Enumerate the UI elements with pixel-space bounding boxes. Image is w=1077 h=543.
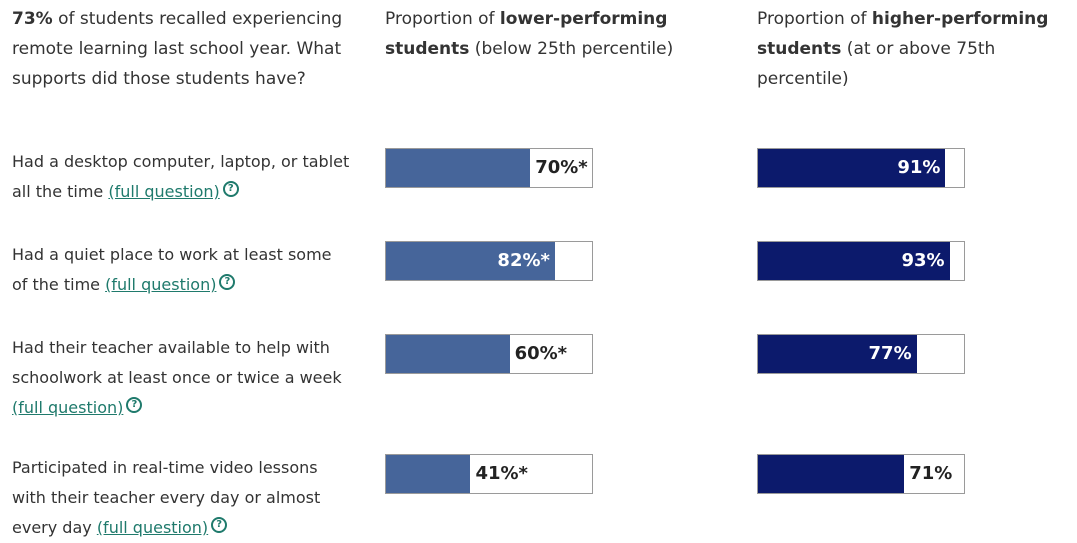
full-question-link[interactable]: (full question): [96, 518, 209, 537]
value-label: 82%*: [497, 250, 550, 271]
row-label: Had their teacher available to help with…: [12, 333, 350, 423]
value-label: 60%*: [514, 343, 568, 364]
bar-track: 70%*: [385, 148, 593, 188]
full-question-link[interactable]: (full question): [12, 398, 124, 417]
header-suffix: (below 25th percentile): [469, 39, 674, 59]
bar: [758, 335, 917, 373]
help-icon[interactable]: ?: [219, 274, 236, 290]
bar-track: 71%: [757, 454, 965, 494]
value-label: 77%: [868, 343, 912, 364]
row-text: Had their teacher available to help with…: [12, 338, 342, 387]
full-question-link[interactable]: (full question): [108, 182, 220, 201]
bar-track: 82%*: [385, 241, 593, 281]
bar: [386, 455, 471, 493]
header-prefix: Proportion of: [385, 9, 500, 29]
row-label: Had a desktop computer, laptop, or table…: [12, 147, 350, 207]
bar: [386, 242, 555, 280]
row-label: Had a quiet place to work at least some …: [12, 240, 350, 300]
bar: [758, 242, 950, 280]
intro: 73% of students recalled experiencing re…: [12, 4, 352, 94]
bar: [386, 149, 531, 187]
help-icon[interactable]: ?: [126, 397, 143, 413]
column-header: Proportion of higher-performing students…: [757, 4, 1077, 94]
value-label: 70%*: [535, 157, 588, 178]
bar: [758, 149, 946, 187]
value-label: 93%: [901, 250, 945, 271]
value-label: 41%*: [475, 463, 528, 484]
bar-track: 91%: [757, 148, 965, 188]
bar: [758, 455, 905, 493]
intro-text: of students recalled experiencing remote…: [12, 9, 343, 89]
header-suffix: (at or above 75th percentile): [757, 39, 996, 89]
header-prefix: Proportion of: [757, 9, 872, 29]
row-text: Had a quiet place to work at least some …: [12, 245, 332, 294]
row-text: Had a desktop computer, laptop, or table…: [12, 152, 350, 201]
value-label: 71%: [909, 463, 953, 484]
row-label: Participated in real-time video lessons …: [12, 453, 350, 543]
help-icon[interactable]: ?: [222, 181, 239, 197]
bar-track: 41%*: [385, 454, 593, 494]
bar: [386, 335, 510, 373]
help-icon[interactable]: ?: [211, 517, 228, 533]
intro-bold: 73%: [12, 9, 53, 29]
row-text: Participated in real-time video lessons …: [12, 458, 321, 537]
bar-track: 60%*: [385, 334, 593, 374]
value-label: 91%: [897, 157, 941, 178]
column-header: Proportion of lower-performing students …: [385, 4, 705, 64]
full-question-link[interactable]: (full question): [105, 275, 217, 294]
header-bold: lower-performing students: [385, 9, 668, 59]
bar-track: 77%: [757, 334, 965, 374]
header-bold: higher-performing students: [757, 9, 1049, 59]
bar-track: 93%: [757, 241, 965, 281]
